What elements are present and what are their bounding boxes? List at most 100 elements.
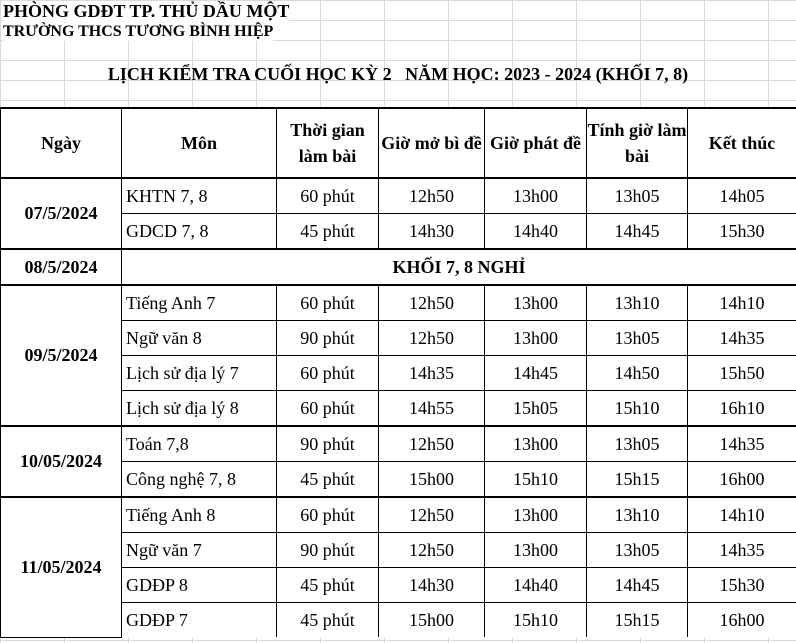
open-time-cell: 14h35 bbox=[378, 355, 485, 391]
start-time-cell: 15h15 bbox=[586, 602, 688, 637]
day-off-note: KHỐI 7, 8 NGHỈ bbox=[121, 248, 796, 286]
end-time-cell: 16h00 bbox=[687, 461, 796, 498]
open-time-cell: 12h50 bbox=[378, 284, 485, 321]
hand-out-time-cell: 15h10 bbox=[484, 602, 587, 637]
table-row: Lịch sử địa lý 7 60 phút 14h35 14h45 14h… bbox=[1, 355, 796, 391]
start-time-cell: 13h05 bbox=[586, 177, 688, 214]
table-row: GDĐP 7 45 phút 15h00 15h10 15h15 16h00 bbox=[1, 602, 796, 637]
open-time-cell: 12h50 bbox=[378, 425, 485, 462]
duration-cell: 60 phút bbox=[276, 284, 379, 321]
open-time-cell: 15h00 bbox=[378, 602, 485, 637]
subject-cell: KHTN 7, 8 bbox=[121, 177, 277, 214]
subject-cell: Lịch sử địa lý 7 bbox=[121, 355, 277, 391]
open-time-cell: 15h00 bbox=[378, 461, 485, 498]
hand-out-time-cell: 13h00 bbox=[484, 532, 587, 568]
date-cell: 11/05/2024 bbox=[0, 496, 122, 638]
end-time-cell: 14h10 bbox=[687, 496, 796, 533]
duration-cell: 90 phút bbox=[276, 425, 379, 462]
start-time-cell: 14h50 bbox=[586, 355, 688, 391]
hand-out-time-cell: 13h00 bbox=[484, 284, 587, 321]
table-row: GDCD 7, 8 45 phút 14h30 14h40 14h45 15h3… bbox=[1, 213, 796, 250]
date-cell: 10/05/2024 bbox=[0, 425, 122, 498]
table-row: 07/5/2024 KHTN 7, 8 60 phút 12h50 13h00 … bbox=[0, 177, 796, 250]
start-time-cell: 15h10 bbox=[586, 390, 688, 427]
end-time-cell: 16h10 bbox=[687, 390, 796, 427]
column-header-hand-out: Giờ phát đề bbox=[484, 107, 587, 179]
start-time-cell: 13h05 bbox=[586, 425, 688, 462]
subject-cell: Tiếng Anh 8 bbox=[121, 496, 277, 533]
end-time-cell: 15h30 bbox=[687, 213, 796, 250]
open-time-cell: 12h50 bbox=[378, 320, 485, 356]
open-time-cell: 12h50 bbox=[378, 177, 485, 214]
start-time-cell: 13h10 bbox=[586, 284, 688, 321]
end-time-cell: 14h35 bbox=[687, 425, 796, 462]
end-time-cell: 15h30 bbox=[687, 567, 796, 603]
table-header-row: Ngày Môn Thời gian làm bài Giờ mở bì đề … bbox=[0, 107, 796, 179]
end-time-cell: 16h00 bbox=[687, 602, 796, 637]
column-header-end: Kết thúc bbox=[687, 107, 796, 179]
column-header-start: Tính giờ làm bài bbox=[586, 107, 688, 179]
subject-cell: GDCD 7, 8 bbox=[121, 213, 277, 250]
subject-cell: Công nghệ 7, 8 bbox=[121, 461, 277, 498]
start-time-cell: 13h10 bbox=[586, 496, 688, 533]
date-cell: 09/5/2024 bbox=[0, 284, 122, 427]
table-row: 11/05/2024 Tiếng Anh 8 60 phút 12h50 13h… bbox=[0, 496, 796, 638]
exam-schedule-table: Ngày Môn Thời gian làm bài Giờ mở bì đề … bbox=[0, 107, 796, 638]
hand-out-time-cell: 13h00 bbox=[484, 496, 587, 533]
hand-out-time-cell: 13h00 bbox=[484, 177, 587, 214]
table-row: 09/5/2024 Tiếng Anh 7 60 phút 12h50 13h0… bbox=[0, 284, 796, 427]
start-time-cell: 14h45 bbox=[586, 567, 688, 603]
duration-cell: 45 phút bbox=[276, 567, 379, 603]
hand-out-time-cell: 15h05 bbox=[484, 390, 587, 427]
table-row: 10/05/2024 Toán 7,8 90 phút 12h50 13h00 … bbox=[0, 425, 796, 498]
hand-out-time-cell: 15h10 bbox=[484, 461, 587, 498]
subject-cell: Ngữ văn 8 bbox=[121, 320, 277, 356]
end-time-cell: 14h10 bbox=[687, 284, 796, 321]
duration-cell: 45 phút bbox=[276, 213, 379, 250]
duration-cell: 60 phút bbox=[276, 177, 379, 214]
open-time-cell: 14h30 bbox=[378, 567, 485, 603]
column-header-date: Ngày bbox=[0, 107, 122, 179]
column-header-subject: Môn bbox=[121, 107, 277, 179]
subject-cell: Toán 7,8 bbox=[121, 425, 277, 462]
duration-cell: 60 phút bbox=[276, 496, 379, 533]
subject-cell: Lịch sử địa lý 8 bbox=[121, 390, 277, 427]
duration-cell: 45 phút bbox=[276, 461, 379, 498]
end-time-cell: 14h05 bbox=[687, 177, 796, 214]
end-time-cell: 15h50 bbox=[687, 355, 796, 391]
duration-cell: 60 phút bbox=[276, 390, 379, 427]
open-time-cell: 12h50 bbox=[378, 496, 485, 533]
open-time-cell: 12h50 bbox=[378, 532, 485, 568]
duration-cell: 60 phút bbox=[276, 355, 379, 391]
duration-cell: 90 phút bbox=[276, 320, 379, 356]
date-cell: 08/5/2024 bbox=[0, 248, 122, 286]
hand-out-time-cell: 14h40 bbox=[484, 213, 587, 250]
hand-out-time-cell: 14h40 bbox=[484, 567, 587, 603]
department-name: PHÒNG GDĐT TP. THỦ DẦU MỘT bbox=[3, 1, 290, 22]
subject-cell: Tiếng Anh 7 bbox=[121, 284, 277, 321]
end-time-cell: 14h35 bbox=[687, 320, 796, 356]
end-time-cell: 14h35 bbox=[687, 532, 796, 568]
duration-cell: 45 phút bbox=[276, 602, 379, 637]
hand-out-time-cell: 13h00 bbox=[484, 425, 587, 462]
table-row: Lịch sử địa lý 8 60 phút 14h55 15h05 15h… bbox=[1, 390, 796, 427]
duration-cell: 90 phút bbox=[276, 532, 379, 568]
table-row: GDĐP 8 45 phút 14h30 14h40 14h45 15h30 bbox=[1, 567, 796, 603]
open-time-cell: 14h30 bbox=[378, 213, 485, 250]
open-time-cell: 14h55 bbox=[378, 390, 485, 427]
start-time-cell: 15h15 bbox=[586, 461, 688, 498]
start-time-cell: 14h45 bbox=[586, 213, 688, 250]
start-time-cell: 13h05 bbox=[586, 320, 688, 356]
table-row: Ngữ văn 7 90 phút 12h50 13h00 13h05 14h3… bbox=[1, 532, 796, 568]
school-name: TRƯỜNG THCS TƯƠNG BÌNH HIỆP bbox=[3, 23, 274, 41]
table-row: Ngữ văn 8 90 phút 12h50 13h00 13h05 14h3… bbox=[1, 320, 796, 356]
subject-cell: GDĐP 7 bbox=[121, 602, 277, 637]
start-time-cell: 13h05 bbox=[586, 532, 688, 568]
column-header-open: Giờ mở bì đề bbox=[378, 107, 485, 179]
hand-out-time-cell: 14h45 bbox=[484, 355, 587, 391]
date-cell: 07/5/2024 bbox=[0, 177, 122, 250]
subject-cell: GDĐP 8 bbox=[121, 567, 277, 603]
table-row: 08/5/2024 KHỐI 7, 8 NGHỈ bbox=[0, 248, 796, 286]
subject-cell: Ngữ văn 7 bbox=[121, 532, 277, 568]
hand-out-time-cell: 13h00 bbox=[484, 320, 587, 356]
